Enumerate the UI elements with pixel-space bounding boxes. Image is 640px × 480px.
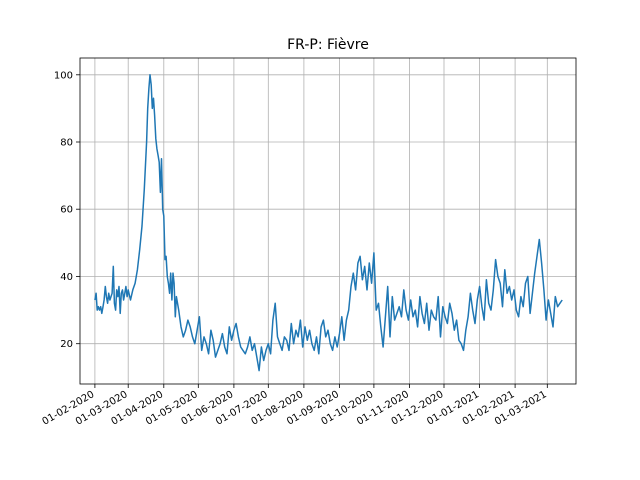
y-tick-label: 60 bbox=[60, 205, 73, 216]
axis-ticks: 01-02-202001-03-202001-04-202001-05-2020… bbox=[41, 70, 549, 427]
y-tick-label: 40 bbox=[60, 272, 73, 283]
chart-title: FR-P: Fièvre bbox=[287, 37, 369, 53]
y-tick-label: 20 bbox=[60, 339, 73, 350]
grid-lines bbox=[80, 58, 576, 384]
y-tick-label: 100 bbox=[54, 70, 73, 81]
y-tick-label: 80 bbox=[60, 138, 73, 149]
series-layer bbox=[94, 74, 563, 372]
series-line bbox=[94, 74, 563, 372]
plot-frame bbox=[79, 57, 577, 385]
